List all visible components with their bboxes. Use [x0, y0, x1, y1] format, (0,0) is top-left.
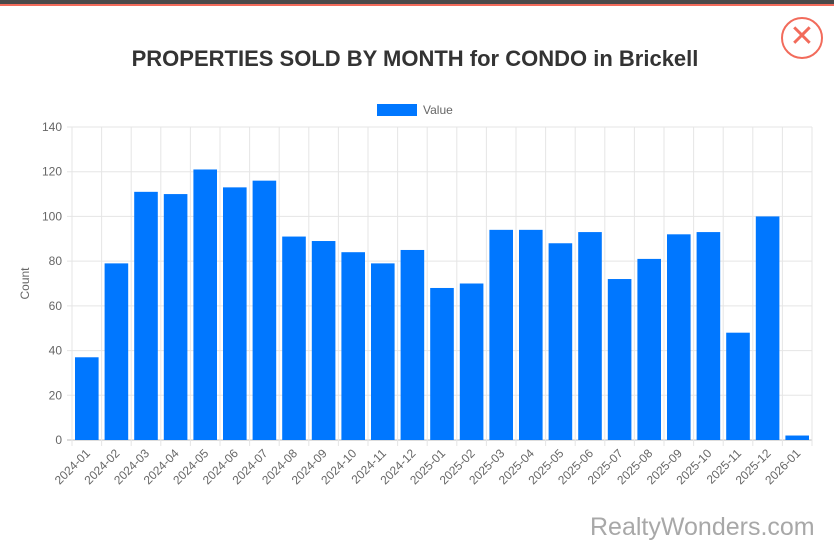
bar: [75, 357, 99, 440]
y-axis-label: Count: [18, 267, 32, 300]
top-bar: [0, 0, 834, 6]
y-tick-label: 0: [55, 433, 62, 447]
y-tick-label: 140: [42, 120, 62, 134]
bar: [252, 180, 277, 440]
legend-swatch: [377, 104, 417, 116]
bar: [163, 194, 188, 440]
bar: [459, 283, 484, 440]
bar: [489, 229, 513, 440]
chart-title: PROPERTIES SOLD BY MONTH for CONDO in Br…: [131, 46, 699, 71]
bar: [607, 279, 632, 440]
bar: [371, 263, 395, 440]
bar: [696, 232, 721, 440]
y-tick-label: 100: [42, 209, 62, 223]
bar: [193, 169, 217, 440]
y-tick-label: 20: [49, 388, 63, 402]
y-tick-label: 60: [49, 299, 63, 313]
y-tick-label: 40: [49, 344, 63, 358]
bar: [430, 287, 454, 440]
bar: [104, 263, 129, 440]
bar: [519, 229, 543, 440]
legend-label: Value: [423, 103, 453, 117]
y-tick-label: 120: [42, 165, 62, 179]
bar: [282, 236, 306, 440]
bar: [785, 435, 809, 440]
bar: [311, 241, 336, 440]
bar: [400, 249, 425, 440]
bar: [341, 252, 365, 440]
bar: [667, 234, 691, 440]
y-tick-label: 80: [49, 254, 63, 268]
bar: [223, 187, 247, 440]
bar: [637, 258, 661, 440]
close-button[interactable]: ✕: [781, 17, 823, 59]
bar: [578, 232, 602, 440]
bar: [755, 216, 780, 440]
bar: [548, 243, 573, 440]
watermark: RealtyWonders.com: [590, 513, 815, 541]
bar: [726, 332, 750, 440]
bar: [134, 191, 158, 440]
